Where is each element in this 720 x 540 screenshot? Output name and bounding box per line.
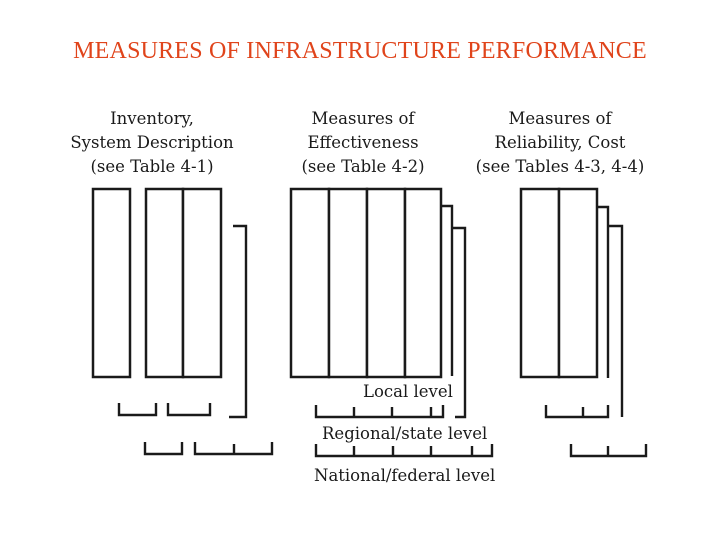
inventory-national-connector xyxy=(229,224,248,419)
effectiveness-regional-connector xyxy=(441,204,454,376)
national-level-label: National/federal level xyxy=(314,466,495,485)
reliability-column xyxy=(519,187,561,379)
inventory-column xyxy=(91,187,132,379)
reliability-label-line-3: (see Tables 4-3, 4-4) xyxy=(476,157,645,176)
reliability-national-bracket xyxy=(569,444,648,458)
effectiveness-column xyxy=(289,187,331,379)
inventory-regional-bracket-lower xyxy=(143,442,184,456)
inventory-national-bracket xyxy=(193,442,274,456)
local-level-label: Local level xyxy=(363,382,453,401)
inventory-column xyxy=(144,187,185,379)
effectiveness-label-line-2: Effectiveness xyxy=(307,133,418,152)
group-inventory: Inventory, System Description (see Table… xyxy=(70,109,274,456)
regional-level-label: Regional/state level xyxy=(322,424,487,443)
effectiveness-column xyxy=(327,187,369,379)
effectiveness-local-bracket xyxy=(314,405,445,419)
reliability-regional-connector xyxy=(597,205,610,378)
reliability-national-connector xyxy=(608,224,624,417)
reliability-label-line-1: Measures of xyxy=(509,109,614,128)
group-effectiveness: Measures of Effectiveness (see Table 4-2… xyxy=(289,109,495,485)
effectiveness-label-line-3: (see Table 4-2) xyxy=(301,157,424,176)
inventory-label-line-3: (see Table 4-1) xyxy=(90,157,213,176)
inventory-label-line-2: System Description xyxy=(70,133,234,152)
inventory-local-bracket xyxy=(117,403,158,417)
inventory-label-line-1: Inventory, xyxy=(110,109,194,128)
inventory-regional-bracket-upper xyxy=(166,403,212,417)
effectiveness-national-connector xyxy=(452,226,467,419)
page-title: MEASURES OF INFRASTRUCTURE PERFORMANCE xyxy=(73,38,647,64)
reliability-column xyxy=(557,187,599,379)
reliability-local-bracket xyxy=(544,405,610,419)
effectiveness-regional-bracket xyxy=(314,444,494,458)
group-reliability: Measures of Reliability, Cost (see Table… xyxy=(476,109,648,458)
effectiveness-label-line-1: Measures of xyxy=(312,109,417,128)
effectiveness-column xyxy=(365,187,407,379)
inventory-column xyxy=(181,187,223,379)
reliability-label-line-2: Reliability, Cost xyxy=(495,133,626,152)
effectiveness-column xyxy=(403,187,443,379)
